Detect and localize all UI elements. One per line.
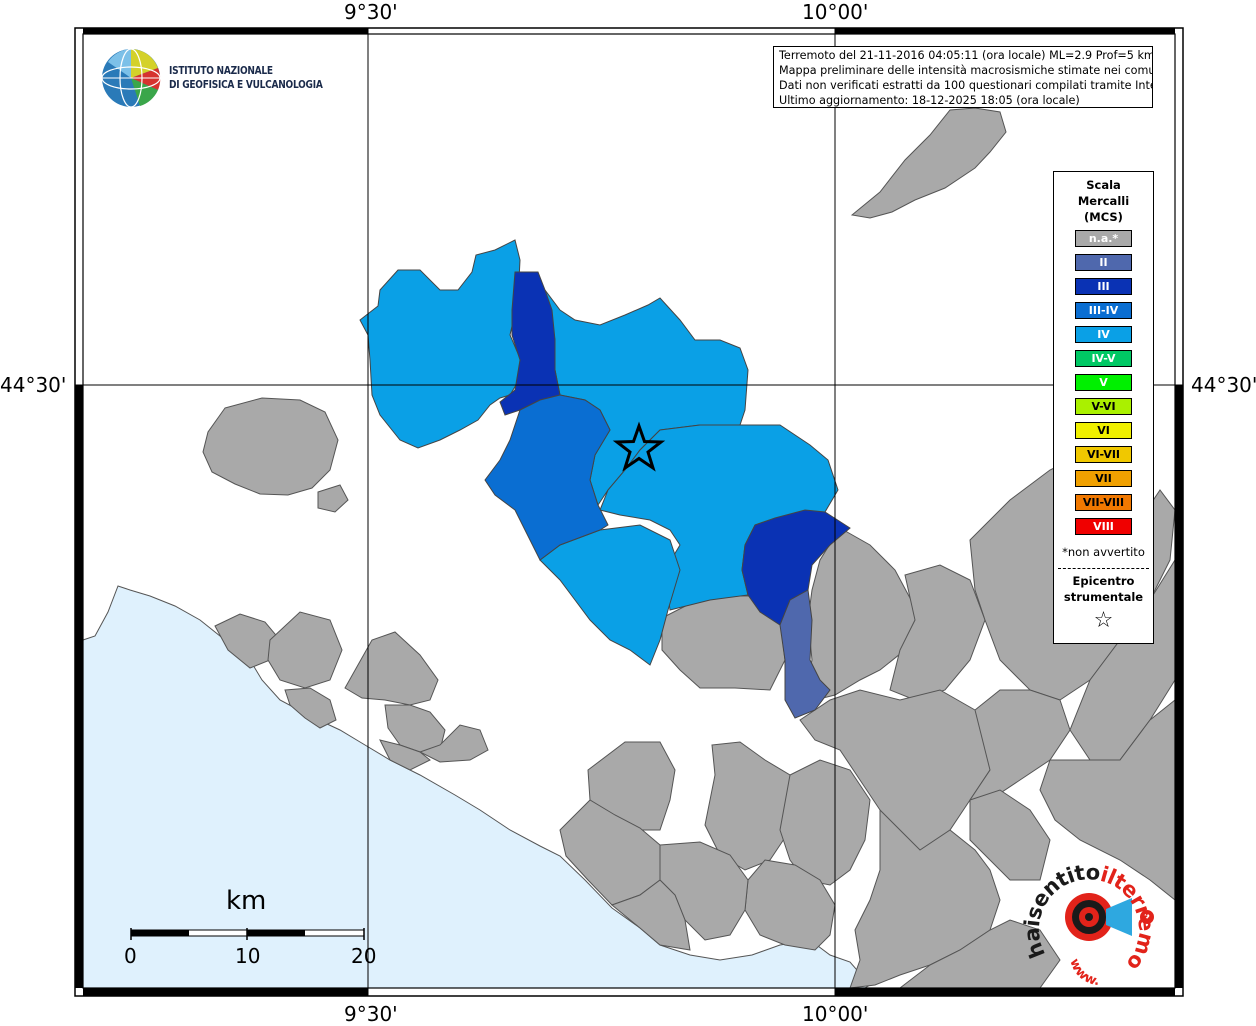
legend-epicentre-line-1: Epicentro [1072,574,1135,588]
municipality-na [418,724,489,763]
municipality-na [611,879,691,951]
legend-divider [1058,568,1149,569]
legend-swatch: II [1075,254,1132,271]
municipality-na [284,687,337,729]
event-info-box: Terremoto del 21-11-2016 04:05:11 (ora l… [773,46,1153,108]
legend-swatch: VI [1075,422,1132,439]
legend-swatch: VII-VIII [1075,494,1132,511]
municipality-na [1039,698,1176,902]
svg-text:www.: www. [1066,957,1100,989]
frame-bar [75,385,83,988]
lat-label-left-4430: 44°30' [0,373,67,397]
frame-bar [83,988,368,996]
frame-bar [835,28,1175,34]
municipalities-felt [359,239,851,719]
municipality-intensity-iii-iv [484,394,611,561]
legend-swatch: IV-V [1075,350,1132,367]
legend-swatch: V [1075,374,1132,391]
lon-label-top-930: 9°30' [344,0,398,24]
legend-swatch: VIII [1075,518,1132,535]
scale-tick-0: 0 [124,944,137,968]
scale-tick-20: 20 [351,944,377,968]
municipality-na [889,564,986,701]
municipality-intensity-iv [359,239,526,449]
municipality-na [344,631,439,706]
legend-title-line-1: Scala [1086,178,1121,192]
legend-title: Scala Mercalli (MCS) [1054,177,1153,225]
legend-swatch: V-VI [1075,398,1132,415]
lon-label-bottom-1000: 10°00' [802,1002,869,1026]
event-info-line-4: Ultimo aggiornamento: 18-12-2025 18:05 (… [779,94,1080,107]
scale-bar [130,928,365,940]
svg-text:?: ? [1144,913,1150,924]
frame-bar [83,28,368,34]
legend-note: *non avvertito [1062,545,1145,559]
legend-swatch: VII [1075,470,1132,487]
municipality-na [202,397,339,496]
event-info-line-1: Terremoto del 21-11-2016 04:05:11 (ora l… [779,49,1152,62]
scale-title: km [226,886,267,916]
municipality-na [317,484,349,513]
municipality-na [704,741,801,871]
ingv-logo-icon [101,48,161,108]
legend-star-icon: ☆ [1093,608,1114,633]
legend-swatch: VI-VII [1075,446,1132,463]
legend-swatch: IV [1075,326,1132,343]
municipality-na [267,611,343,689]
municipality-na [850,107,1007,219]
mcs-legend: Scala Mercalli (MCS) n.a.* II III III-IV IV I… [1053,171,1154,644]
municipality-na [779,759,871,886]
legend-swatch: III [1075,278,1132,295]
scale-tick-10: 10 [235,944,261,968]
frame-bar [835,988,1175,996]
ingv-logo-text: ISTITUTO NAZIONALE DI GEOFISICA E VULCAN… [169,64,323,92]
legend-swatch: III-IV [1075,302,1132,319]
epicentre-star [612,421,666,472]
logo-line-2: DI GEOFISICA E VULCANOLOGIA [169,79,323,91]
municipality-na [969,789,1051,881]
municipality-intensity-iv [539,524,681,666]
lon-label-bottom-930: 9°30' [344,1002,398,1026]
municipality-intensity-ii [779,589,831,719]
megaphone-icon [1106,898,1132,936]
municipality-na [379,739,431,771]
lon-label-top-1000: 10°00' [802,0,869,24]
legend-title-line-2: Mercalli [1077,194,1130,208]
legend-swatch: n.a.* [1075,230,1132,247]
legend-title-line-3: (MCS) [1084,210,1123,224]
event-info-line-3: Dati non verificati estratti da 100 ques… [779,79,1152,92]
frame-bar [1175,385,1183,988]
logo-line-1: ISTITUTO NAZIONALE [169,65,273,77]
event-info-line-2: Mappa preliminare delle intensità macros… [779,64,1152,77]
lat-label-right-4430: 44°30' [1191,373,1256,397]
legend-epicentre-label: Epicentro strumentale [1054,573,1153,605]
legend-epicentre-line-2: strumentale [1063,590,1144,604]
